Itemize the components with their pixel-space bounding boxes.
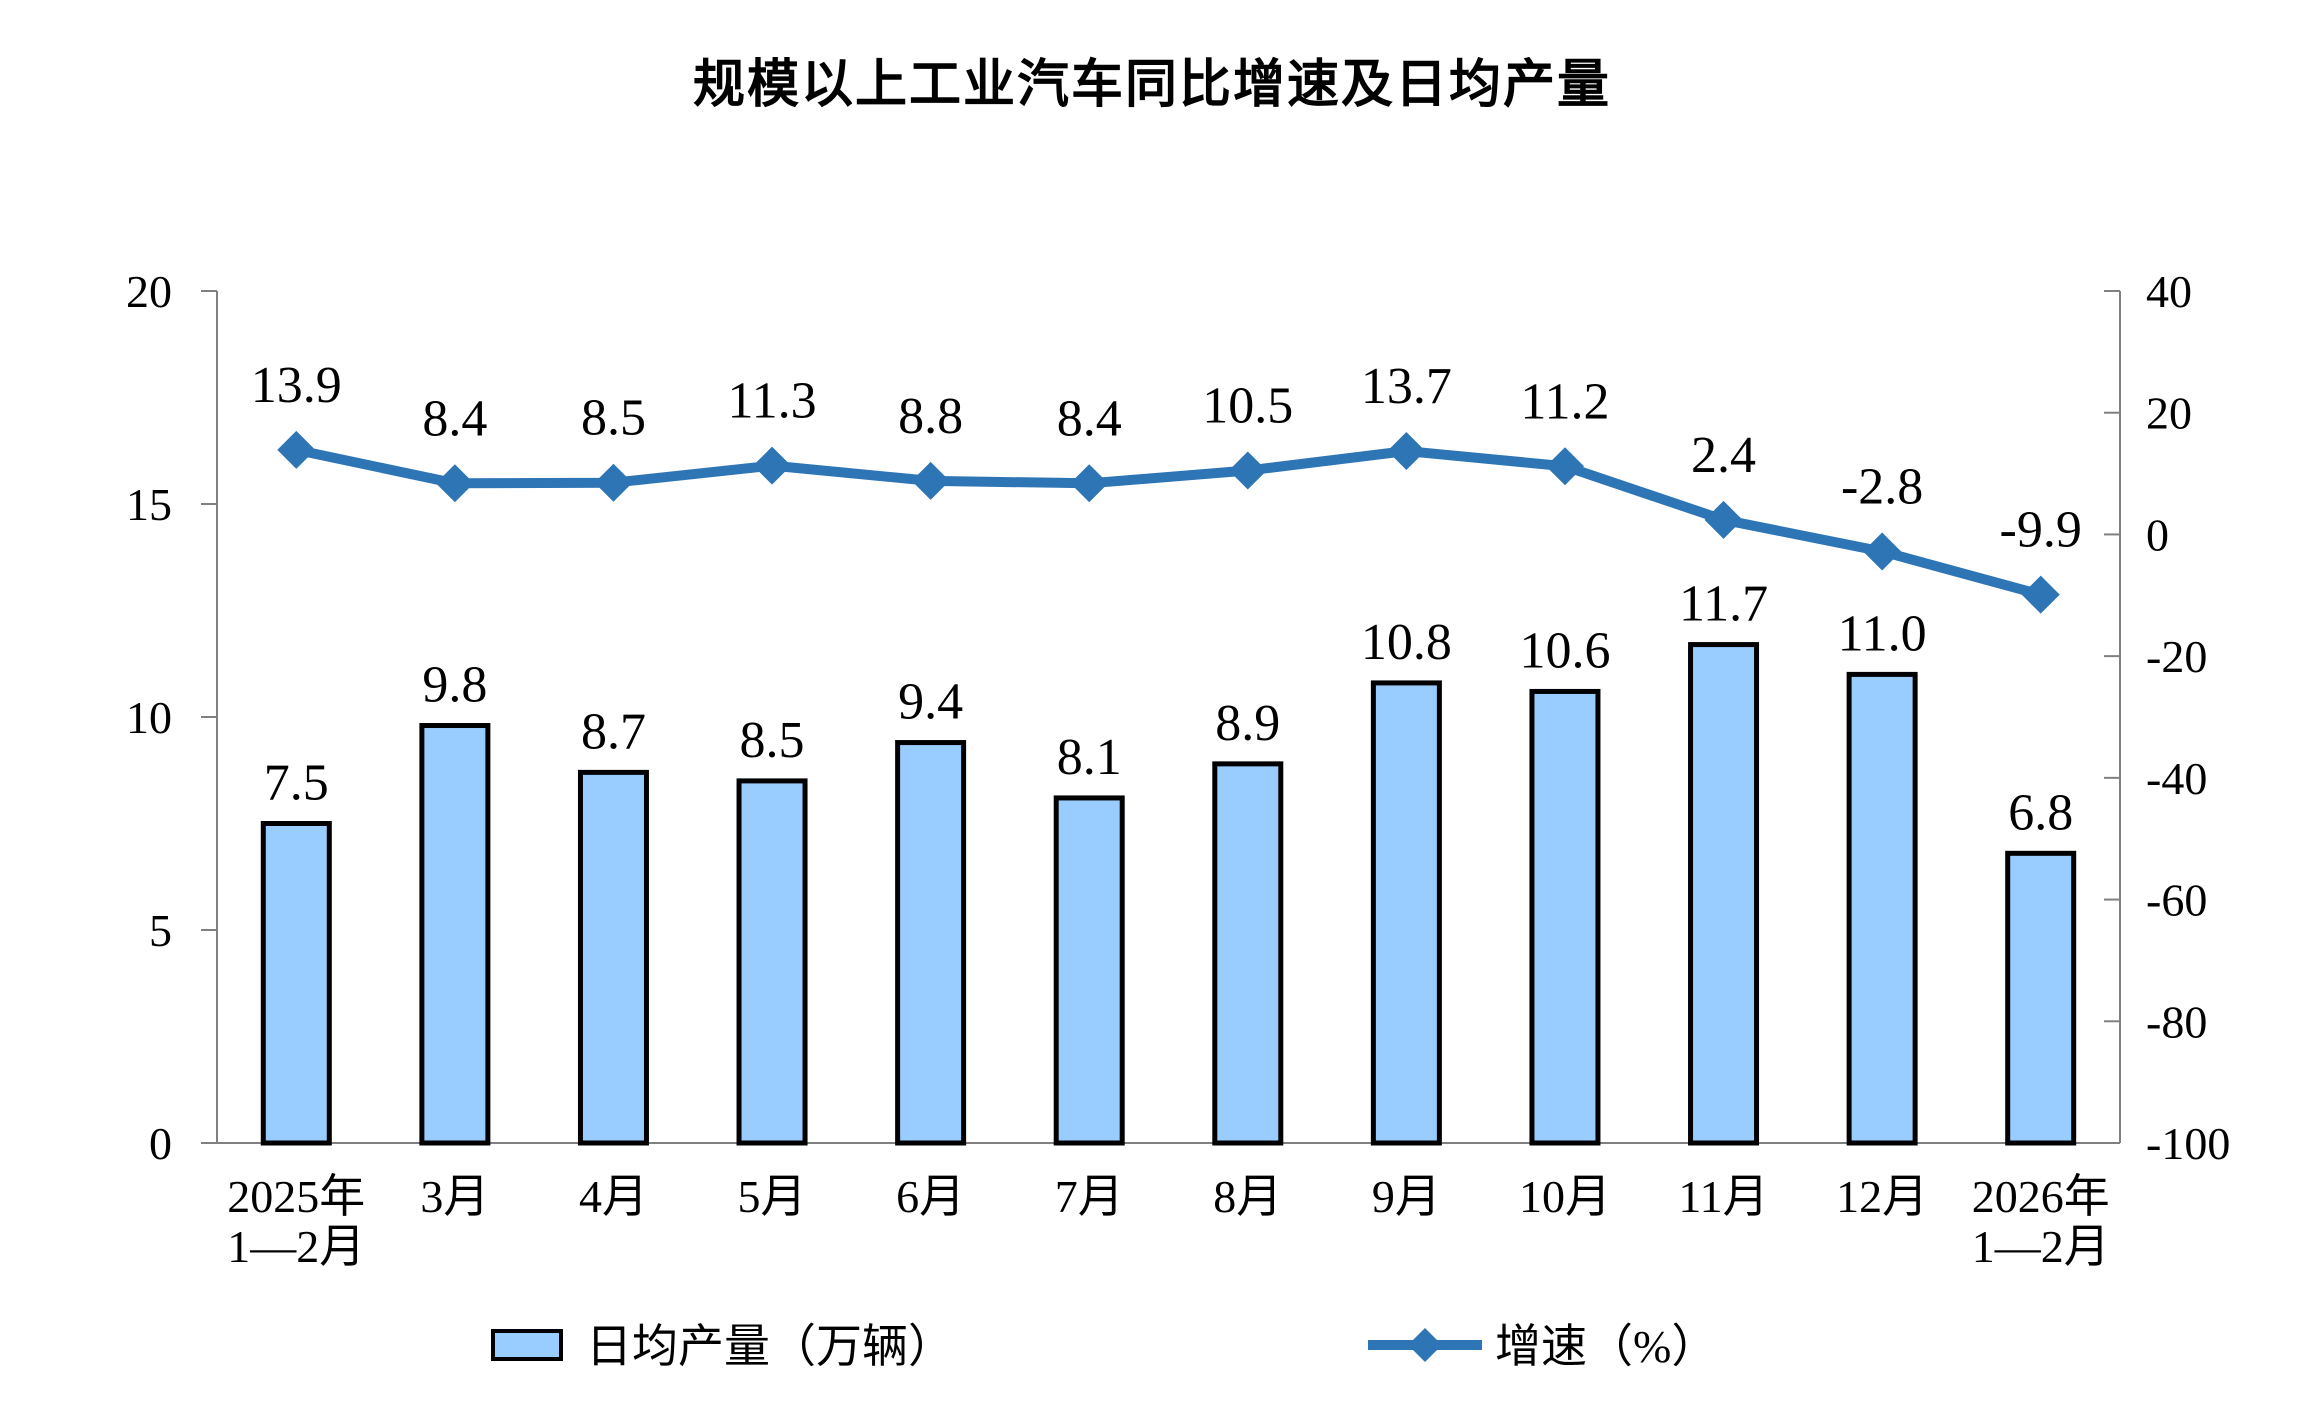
left-axis-tick-label: 5 [149, 905, 172, 956]
bar-value-label: 8.9 [1215, 695, 1280, 752]
diamond-marker [2021, 575, 2060, 614]
line-value-label: 13.9 [251, 357, 342, 414]
category-label: 7月 [1055, 1171, 1124, 1222]
bar [419, 723, 491, 1146]
category-label: 2026年 [1972, 1171, 2110, 1222]
bar-value-label: 8.7 [581, 703, 646, 760]
bars-group [260, 642, 2077, 1146]
diamond-marker [594, 463, 633, 502]
bar-value-label: 11.0 [1838, 605, 1927, 662]
line-value-label: 8.4 [422, 390, 487, 447]
bar [1846, 671, 1918, 1146]
category-label: 4月 [579, 1171, 648, 1222]
bar [1053, 795, 1125, 1146]
line-value-label: 8.5 [581, 390, 646, 447]
chart-title: 规模以上工业汽车同比增速及日均产量 [692, 56, 1611, 114]
category-label: 3月 [420, 1171, 489, 1222]
left-axis-tick-label: 15 [126, 479, 172, 530]
category-label: 6月 [896, 1171, 965, 1222]
legend-bar-swatch [491, 1329, 563, 1361]
bar [260, 821, 332, 1146]
right-axis-tick-label: 20 [2146, 388, 2192, 439]
bar-value-label: 8.1 [1057, 729, 1122, 786]
line-value-label: 13.7 [1361, 358, 1452, 415]
right-axis-tick-label: -80 [2146, 996, 2207, 1047]
bar [1688, 642, 1760, 1146]
category-label: 9月 [1372, 1171, 1441, 1222]
line-value-label: 10.5 [1202, 378, 1293, 435]
right-axis-tick-label: 0 [2146, 509, 2169, 560]
axes-group [201, 290, 2121, 1144]
right-axis-tick-label: -20 [2146, 631, 2207, 682]
bar-value-label: 8.5 [740, 712, 805, 769]
line-value-label: 8.4 [1057, 390, 1122, 447]
line-markers-group [277, 430, 2060, 614]
bar-value-label: 11.7 [1679, 576, 1768, 633]
bar-value-label: 7.5 [264, 755, 329, 812]
bar-value-label: 10.6 [1519, 622, 1610, 679]
bar [895, 740, 967, 1146]
line-value-label: 11.2 [1520, 373, 1609, 430]
bar-value-label: 10.8 [1361, 614, 1452, 671]
line-value-label: 2.4 [1691, 427, 1756, 484]
diamond-marker [1545, 447, 1584, 486]
bar [2005, 850, 2077, 1146]
diamond-marker [277, 430, 316, 469]
left-axis-tick-label: 20 [126, 266, 172, 317]
line-value-label: 8.8 [898, 388, 963, 445]
growth-line [295, 444, 2043, 600]
bar-labels-group: 7.5 9.8 8.7 8.5 9.4 8.1 8.9 10.8 10.6 11.7 11.0 6.8 [264, 576, 2073, 842]
bar-value-label: 9.4 [898, 674, 963, 731]
category-label: 1—2月 [227, 1221, 365, 1272]
diamond-marker [1387, 432, 1426, 471]
right-axis-tick-label: -60 [2146, 875, 2207, 926]
diamond-marker [753, 446, 792, 485]
legend: 日均产量（万辆） 增速（%） [491, 1321, 1717, 1372]
line-value-label: -9.9 [2000, 502, 2082, 559]
category-label: 2025年 [227, 1171, 365, 1222]
line-labels-group: 13.9 8.4 8.5 11.3 8.8 8.4 10.5 13.7 11.2 2.4 -2.8 -… [251, 357, 2082, 559]
left-axis-tick-label: 0 [149, 1118, 172, 1169]
bar [1212, 761, 1284, 1146]
right-axis-tick-label: -40 [2146, 753, 2207, 804]
category-label: 5月 [738, 1171, 807, 1222]
bar [1370, 680, 1442, 1146]
diamond-marker [1704, 500, 1743, 539]
diamond-marker [1070, 464, 1109, 503]
category-label: 10月 [1519, 1171, 1611, 1222]
diamond-marker [435, 464, 474, 503]
line-value-label: -2.8 [1841, 458, 1923, 515]
bar [736, 778, 808, 1146]
legend-bar-label: 日均产量（万辆） [586, 1321, 954, 1372]
bar [1529, 688, 1601, 1146]
category-label: 12月 [1836, 1171, 1928, 1222]
category-label: 8月 [1213, 1171, 1282, 1222]
diamond-marker [1228, 451, 1267, 490]
bar-value-label: 6.8 [2008, 784, 2073, 841]
right-axis-tick-label: 40 [2146, 266, 2192, 317]
left-axis-tick-label: 10 [126, 692, 172, 743]
legend-line-label: 增速（%） [1495, 1321, 1717, 1372]
tick-labels-group: 0 5 10 15 20 -100 -80 -60 -40 -20 0 20 40 [126, 266, 2230, 1169]
bar [577, 769, 649, 1146]
legend-diamond-marker [1408, 1328, 1442, 1362]
diamond-marker [911, 461, 950, 500]
line-value-label: 11.3 [728, 373, 817, 430]
bar-value-label: 9.8 [422, 657, 487, 714]
category-label: 11月 [1678, 1171, 1768, 1222]
category-label: 1—2月 [1972, 1221, 2110, 1272]
diamond-marker [1863, 532, 1902, 571]
right-axis-tick-label: -100 [2146, 1118, 2230, 1169]
